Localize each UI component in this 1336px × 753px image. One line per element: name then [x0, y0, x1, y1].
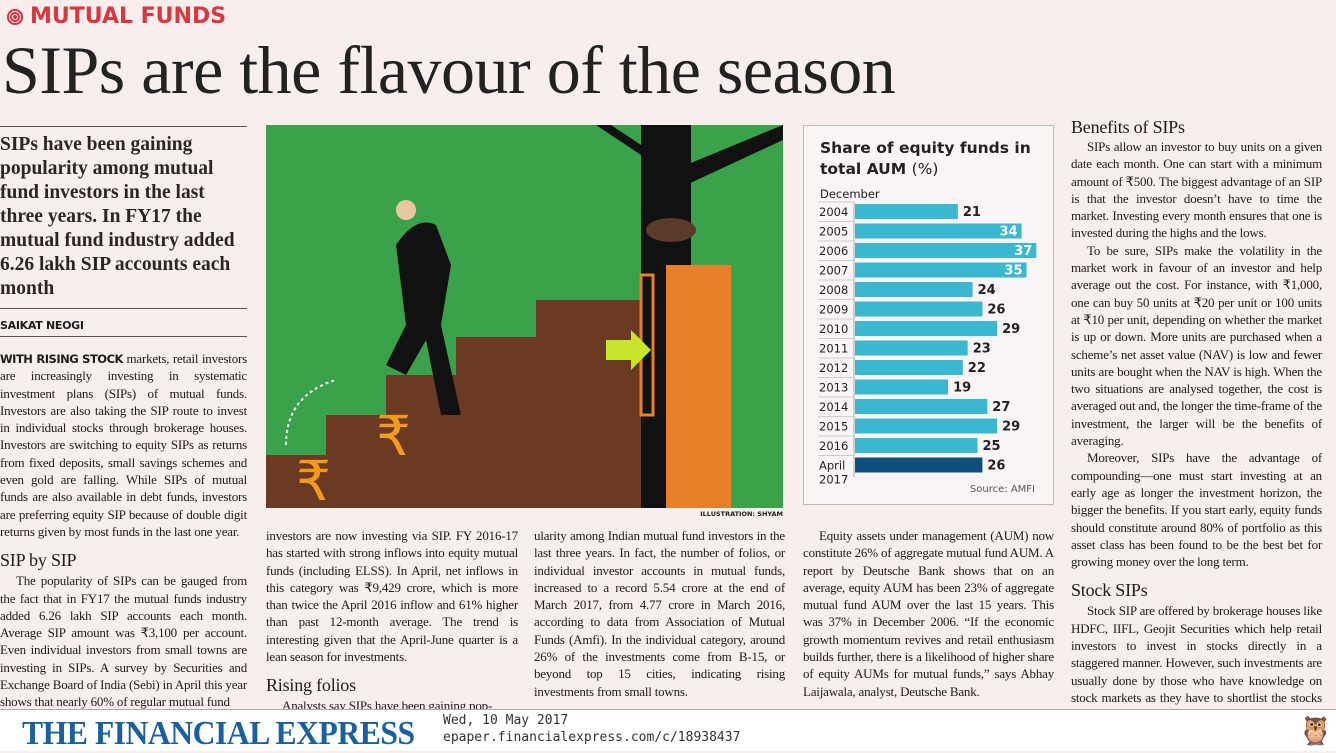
- category-label: 2011: [819, 342, 848, 356]
- section-text: MUTUAL FUNDS: [30, 4, 227, 29]
- paragraph: To be sure, SIPs make the volatility in …: [1071, 242, 1322, 449]
- paragraph: investors are now investing via SIP. FY …: [266, 528, 518, 665]
- bar: [855, 399, 988, 414]
- category-label: April: [819, 459, 845, 473]
- chart-plot: 2004 21 2005 34 2006 37 2007 35 2008 24 2009 26 2010…: [818, 201, 1037, 487]
- paragraph: ularity among Indian mutual fund investo…: [534, 528, 785, 699]
- data-label: 22: [968, 361, 986, 376]
- illustration: ₹ ₹: [266, 125, 783, 508]
- data-label: 26: [987, 303, 1005, 318]
- data-label: 19: [953, 381, 971, 396]
- section-dot-icon: [6, 7, 24, 26]
- byline: SAIKAT NEOGI: [0, 308, 247, 337]
- category-label: 2006: [819, 244, 848, 258]
- paragraph: WITH RISING STOCK markets, retail invest…: [0, 350, 247, 540]
- column-5: Benefits of SIPs SIPs allow an investor …: [1071, 116, 1322, 724]
- subhead: Benefits of SIPs: [1071, 117, 1185, 137]
- category-label: 2013: [819, 381, 848, 395]
- publication-logo: THE FINANCIAL EXPRESS: [22, 715, 415, 752]
- bar: [855, 457, 983, 473]
- data-label: 27: [992, 400, 1010, 415]
- paragraph: SIPs allow an investor to buy units on a…: [1071, 139, 1322, 241]
- bar: [855, 243, 1037, 258]
- category-label: 2015: [819, 420, 848, 434]
- edition-date: Wed, 10 May 2017: [443, 713, 569, 728]
- owl-icon[interactable]: 🦉: [1298, 716, 1333, 747]
- data-label: 26: [987, 459, 1005, 474]
- category-label: 2010: [819, 322, 848, 336]
- subhead: Rising folios: [266, 675, 356, 696]
- data-label: 21: [963, 205, 981, 220]
- man-figure: [386, 222, 461, 415]
- category-label: 2012: [819, 361, 848, 375]
- chart-subtitle: December: [820, 187, 880, 201]
- chart: Share of equity funds in total AUM (%) D…: [803, 125, 1054, 505]
- door: [666, 265, 731, 508]
- section-label: MUTUAL FUNDS: [6, 4, 226, 29]
- rupee-icon: ₹: [376, 404, 411, 468]
- column-2: investors are now investing via SIP. FY …: [266, 527, 518, 715]
- data-label: 23: [973, 342, 991, 357]
- data-label: 25: [983, 439, 1001, 454]
- category-label: 2017: [819, 473, 848, 487]
- chart-title-text: Share of equity funds in total AUM: [820, 139, 1031, 178]
- curved-arrow-icon: [285, 379, 337, 446]
- bar: [855, 301, 983, 317]
- category-label: 2016: [819, 439, 848, 453]
- tree-branches: [596, 125, 783, 185]
- column-4: Equity assets under management (AUM) now…: [803, 527, 1054, 700]
- headline: SIPs are the flavour of the season: [2, 32, 896, 108]
- arrow-icon: [606, 330, 651, 370]
- bar: [855, 418, 998, 434]
- bar: [855, 379, 949, 395]
- paragraph: The popularity of SIPs can be gauged fro…: [0, 573, 247, 710]
- bar: [855, 321, 998, 336]
- subhead: SIP by SIP: [0, 550, 77, 571]
- bar: [855, 282, 973, 297]
- data-label: 29: [1002, 420, 1020, 435]
- chart-title-unit: (%): [911, 160, 939, 178]
- lead-in: WITH RISING STOCK: [0, 352, 123, 366]
- category-label: 2004: [819, 205, 848, 219]
- data-label: 24: [978, 283, 996, 298]
- subhead: Stock SIPs: [1071, 580, 1148, 601]
- category-label: 2014: [819, 400, 848, 414]
- paragraph: Equity assets under management (AUM) now…: [803, 528, 1054, 699]
- bar: [855, 262, 1027, 278]
- deck: SIPs have been gaining popularity among …: [0, 126, 247, 301]
- bar: [855, 360, 963, 375]
- category-label: 2009: [819, 303, 848, 317]
- illustration-credit: ILLUSTRATION: SHYAM: [700, 510, 783, 518]
- data-label: 34: [1000, 225, 1018, 240]
- category-label: 2007: [819, 264, 848, 278]
- category-label: 2005: [819, 225, 848, 239]
- rupee-icon: ₹: [296, 449, 331, 508]
- data-label: 35: [1004, 264, 1022, 279]
- data-label: 37: [1014, 244, 1032, 259]
- column-1: WITH RISING STOCK markets, retail invest…: [0, 350, 247, 711]
- bar: [855, 223, 1022, 239]
- text: markets, retail investors are increasing…: [0, 351, 247, 539]
- data-label: 29: [1002, 322, 1020, 337]
- chart-source: Source: AMFI: [969, 484, 1035, 495]
- bull-icon: [646, 218, 696, 242]
- paragraph: Moreover, SIPs have the advantage of com…: [1071, 450, 1322, 570]
- chart-title: Share of equity funds in total AUM (%): [820, 138, 1053, 180]
- footer: THE FINANCIAL EXPRESS Wed, 10 May 2017 e…: [0, 709, 1336, 752]
- column-3: ularity among Indian mutual fund investo…: [534, 527, 785, 700]
- bar: [855, 438, 978, 453]
- epaper-link[interactable]: epaper.financialexpress.com/c/18938437: [443, 730, 741, 745]
- bar: [855, 204, 958, 219]
- category-label: 2008: [819, 283, 848, 297]
- bar: [855, 340, 968, 356]
- paragraph: Stock SIP are offered by brokerage house…: [1071, 603, 1322, 722]
